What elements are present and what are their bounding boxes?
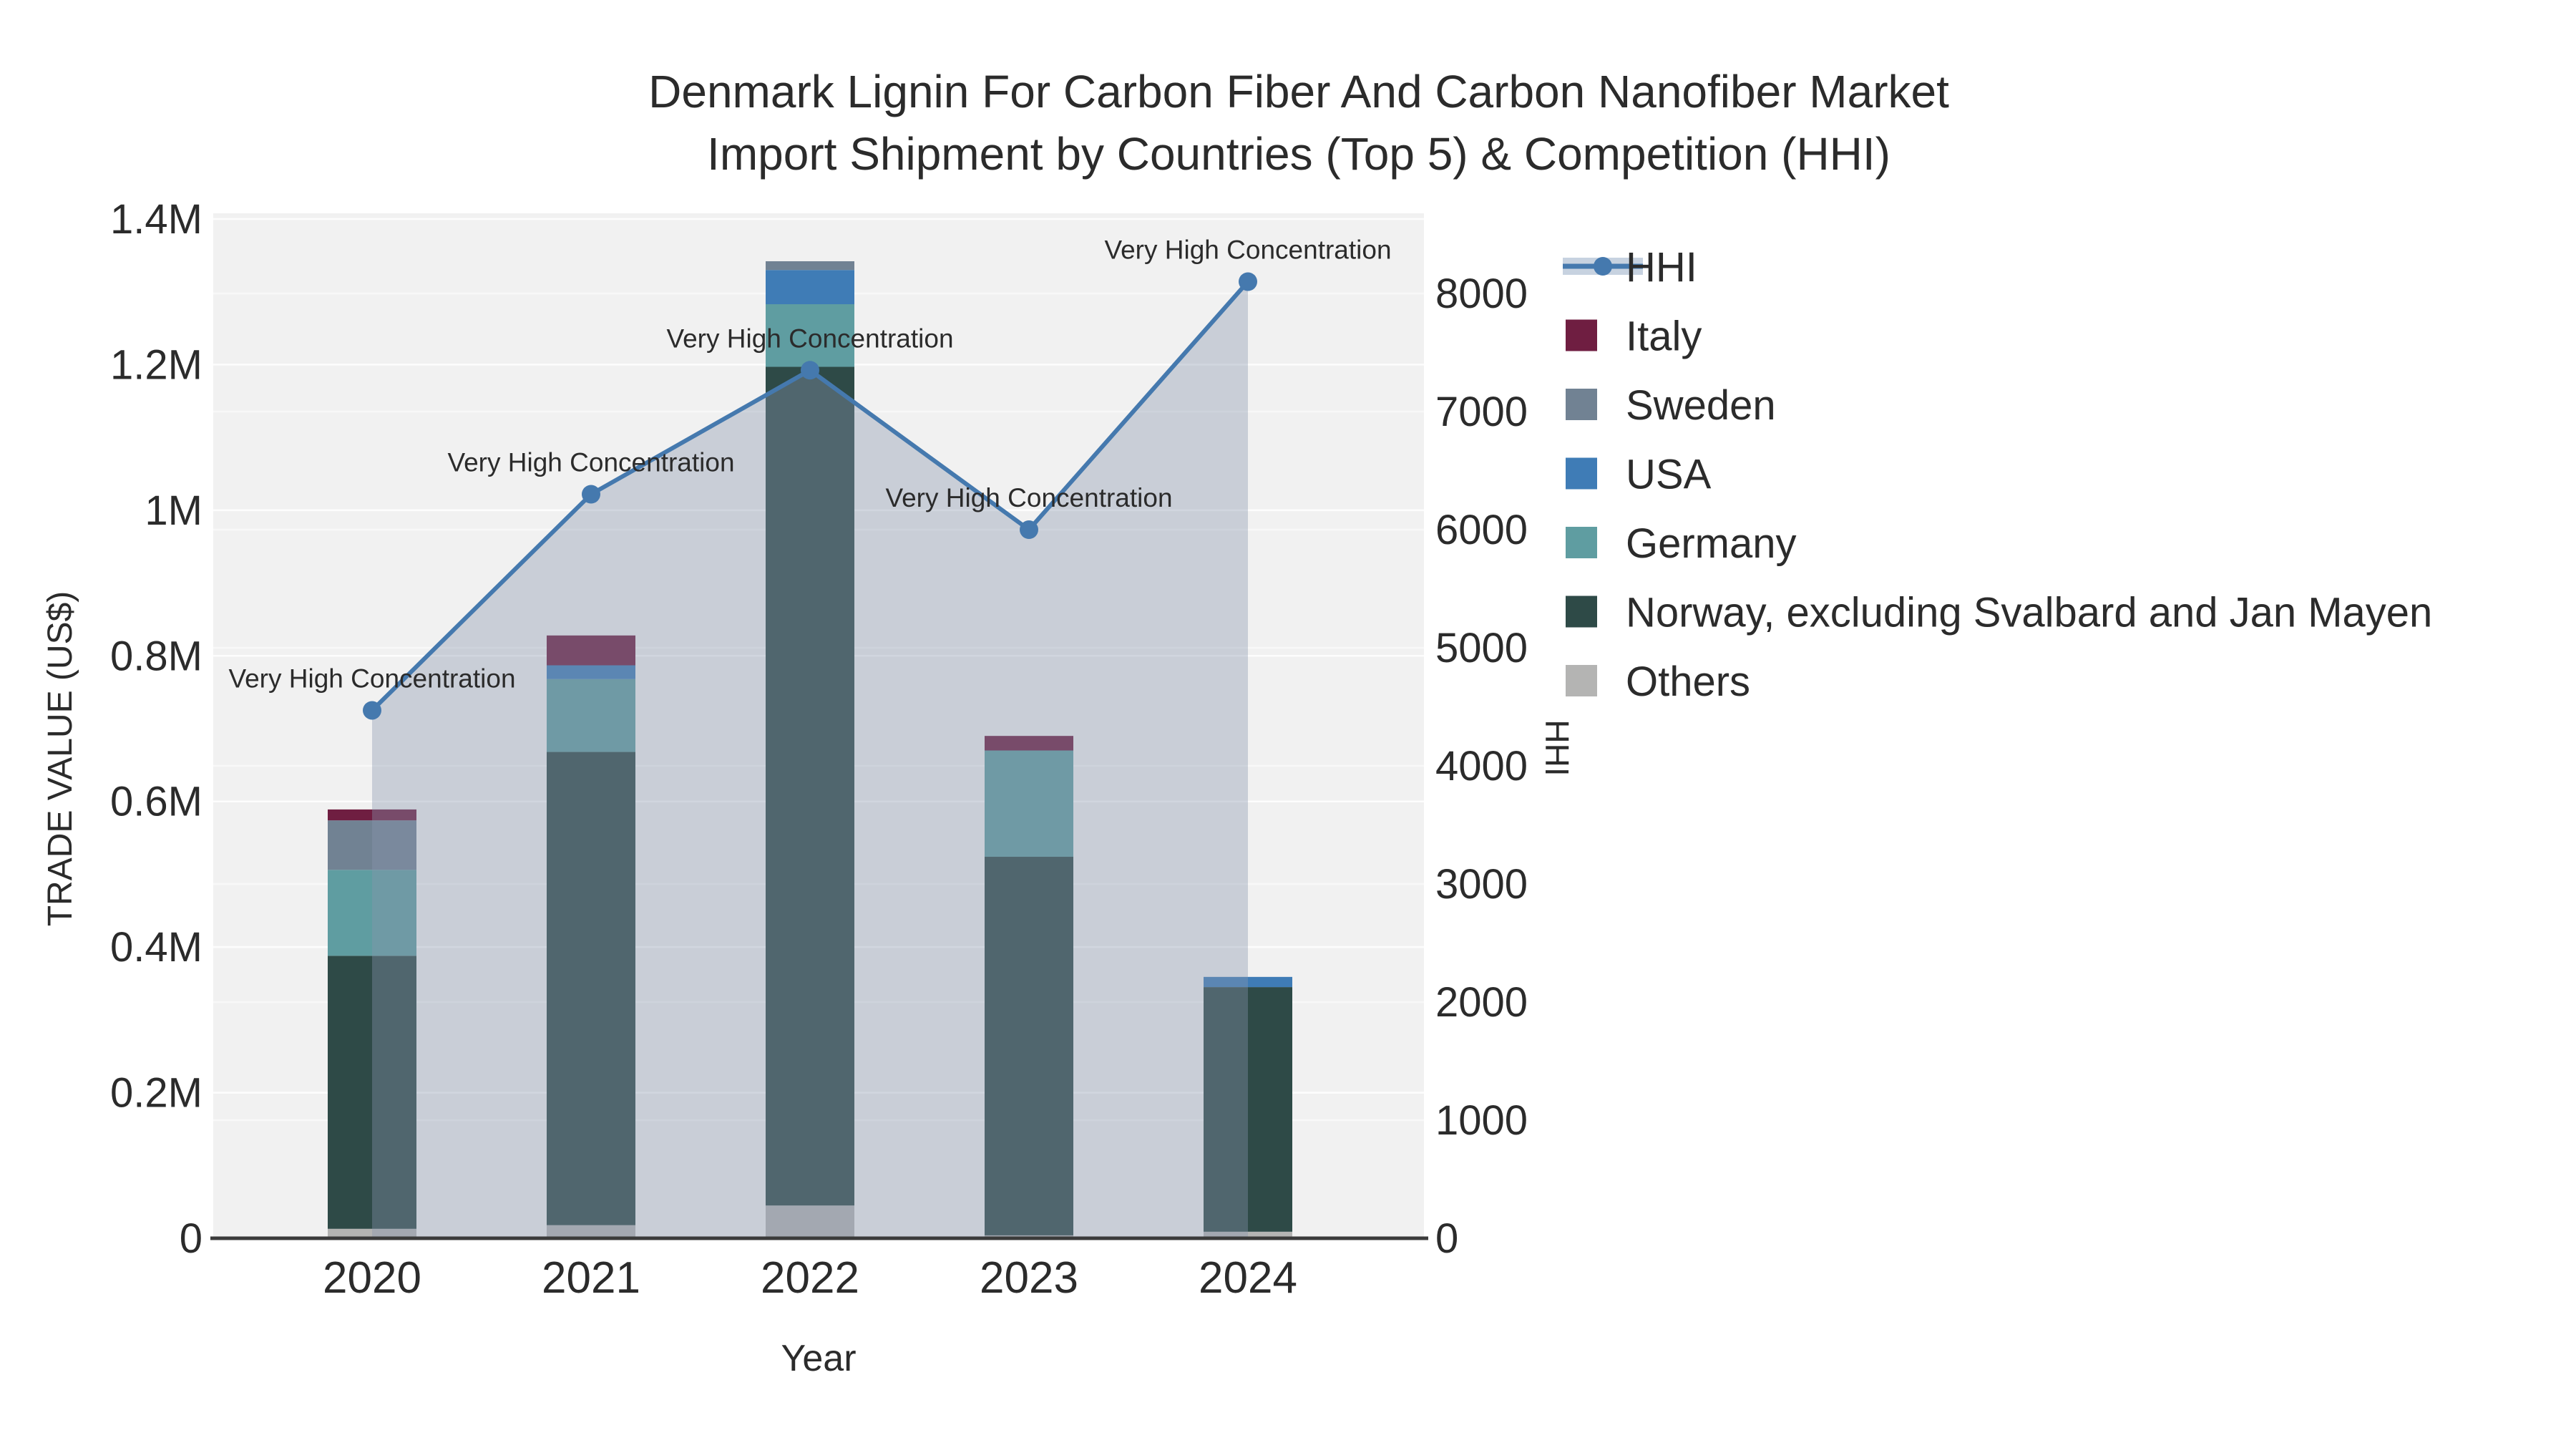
bar-segment-norway-excluding-svalbard-and-jan-mayen-2022[interactable] <box>766 366 854 1206</box>
legend-label-usa: USA <box>1626 452 1712 498</box>
legend-label-hhi: HHI <box>1626 244 1697 291</box>
y-right-tick-label: 4000 <box>1435 743 1528 789</box>
x-tick-label-2024: 2024 <box>1199 1253 1297 1303</box>
legend-swatch-usa <box>1566 457 1597 490</box>
legend-item-others[interactable]: Others <box>1566 659 1750 705</box>
legend-label-sweden: Sweden <box>1626 382 1776 429</box>
bar-segment-sweden-2020[interactable] <box>328 820 416 870</box>
y-right-tick-label: 7000 <box>1435 389 1528 435</box>
chart-title-line2: Import Shipment by Countries (Top 5) & C… <box>707 128 1890 180</box>
y-left-tick-label: 1M <box>145 487 203 534</box>
bar-segment-italy-2023[interactable] <box>985 736 1073 751</box>
bar-segment-others-2020[interactable] <box>328 1228 416 1238</box>
bar-segment-sweden-2022[interactable] <box>766 261 854 271</box>
legend-item-norway-excluding-svalbard-and-jan-mayen[interactable]: Norway, excluding Svalbard and Jan Mayen <box>1566 590 2432 636</box>
bar-segment-usa-2022[interactable] <box>766 270 854 305</box>
chart-title-line1: Denmark Lignin For Carbon Fiber And Carb… <box>648 66 1949 117</box>
legend-item-germany[interactable]: Germany <box>1566 520 1797 567</box>
y-axis-title-left: TRADE VALUE (US$) <box>42 591 79 927</box>
annotation-2023: Very High Concentration <box>885 483 1172 512</box>
y-left-tick-label: 0.2M <box>110 1070 203 1117</box>
hhi-area-fill <box>372 281 1248 1238</box>
legend-swatch-others <box>1566 665 1597 696</box>
y-right-tick-label: 1000 <box>1435 1097 1528 1144</box>
bar-segment-usa-2024[interactable] <box>1204 976 1292 988</box>
y-left-tick-label: 1.2M <box>110 341 203 388</box>
bar-segment-norway-excluding-svalbard-and-jan-mayen-2023[interactable] <box>985 857 1073 1235</box>
hhi-marker-2020[interactable] <box>363 701 381 720</box>
legend-label-italy: Italy <box>1626 314 1702 360</box>
legend-swatch-sweden <box>1566 389 1597 420</box>
legend-label-norway-excluding-svalbard-and-jan-mayen: Norway, excluding Svalbard and Jan Mayen <box>1626 590 2432 636</box>
y-right-tick-label: 5000 <box>1435 625 1528 671</box>
bar-segment-norway-excluding-svalbard-and-jan-mayen-2020[interactable] <box>328 956 416 1229</box>
bar-segment-germany-2023[interactable] <box>985 750 1073 857</box>
x-tick-label-2021: 2021 <box>542 1253 640 1303</box>
x-tick-label-2022: 2022 <box>761 1253 859 1303</box>
legend-item-hhi[interactable]: HHI <box>1563 244 1697 291</box>
bar-segment-italy-2021[interactable] <box>547 635 635 666</box>
y-left-tick-label: 0.8M <box>110 633 203 679</box>
hhi-marker-2024[interactable] <box>1239 272 1257 291</box>
legend-label-germany: Germany <box>1626 520 1797 567</box>
legend-swatch-germany <box>1566 527 1597 558</box>
y-left-tick-label: 0 <box>180 1215 203 1262</box>
y-right-tick-label: 2000 <box>1435 979 1528 1026</box>
legend-swatch-norway-excluding-svalbard-and-jan-mayen <box>1566 596 1597 628</box>
annotation-2020: Very High Concentration <box>228 664 515 693</box>
x-tick-label-2020: 2020 <box>323 1253 421 1303</box>
legend-swatch-italy <box>1566 319 1597 351</box>
y-left-tick-label: 0.6M <box>110 779 203 825</box>
legend-hhi-marker <box>1594 257 1612 276</box>
bar-segment-usa-2021[interactable] <box>547 665 635 679</box>
legend-item-sweden[interactable]: Sweden <box>1566 382 1776 429</box>
bar-segment-germany-2020[interactable] <box>328 870 416 956</box>
y-right-tick-label: 8000 <box>1435 271 1528 317</box>
legend-label-others: Others <box>1626 659 1750 705</box>
bar-segment-germany-2022[interactable] <box>766 304 854 367</box>
bar-segment-norway-excluding-svalbard-and-jan-mayen-2021[interactable] <box>547 752 635 1225</box>
legend-item-usa[interactable]: USA <box>1566 452 1712 498</box>
bar-segment-norway-excluding-svalbard-and-jan-mayen-2024[interactable] <box>1204 987 1292 1232</box>
y-left-tick-label: 0.4M <box>110 924 203 971</box>
x-axis-title: Year <box>781 1338 856 1379</box>
hhi-marker-2023[interactable] <box>1020 520 1038 539</box>
hhi-marker-2021[interactable] <box>582 485 600 504</box>
bar-segment-italy-2020[interactable] <box>328 809 416 821</box>
y-right-tick-label: 0 <box>1435 1215 1458 1262</box>
y-left-tick-label: 1.4M <box>110 196 203 243</box>
annotation-2021: Very High Concentration <box>447 448 734 477</box>
bar-segment-others-2022[interactable] <box>766 1205 854 1238</box>
annotation-2022: Very High Concentration <box>666 324 953 353</box>
bar-segment-others-2021[interactable] <box>547 1225 635 1238</box>
legend-item-italy[interactable]: Italy <box>1566 314 1702 360</box>
bar-segment-germany-2021[interactable] <box>547 679 635 752</box>
annotation-2024: Very High Concentration <box>1104 235 1391 265</box>
y-axis-title-right: HHI <box>1538 719 1576 776</box>
x-tick-label-2023: 2023 <box>980 1253 1078 1303</box>
y-right-tick-label: 3000 <box>1435 861 1528 908</box>
hhi-marker-2022[interactable] <box>801 361 819 380</box>
bar-segment-others-2024[interactable] <box>1204 1231 1292 1238</box>
legend: HHI Italy Sweden USA Germany Norway, excludin… <box>1563 244 2432 705</box>
y-right-tick-label: 6000 <box>1435 507 1528 553</box>
